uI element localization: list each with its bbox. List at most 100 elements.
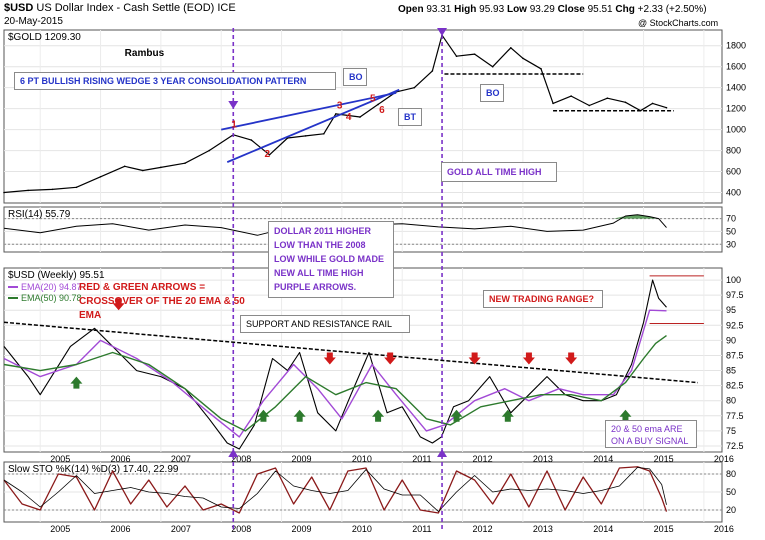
- sto-d-line: [3, 466, 667, 512]
- gold-data-point: [268, 153, 271, 156]
- support-resistance-rail: [3, 321, 698, 384]
- gold-data-point: [51, 188, 54, 191]
- gold-data-point: [335, 113, 337, 115]
- gold-data-point: [510, 47, 512, 49]
- usd-tick-label: 77.5: [726, 411, 744, 421]
- gold-tick-label: 800: [726, 146, 741, 156]
- low-value: 93.29: [529, 4, 555, 15]
- gold-data-point: [624, 101, 627, 104]
- red-crossover-arrow: [522, 352, 535, 365]
- gold-data-point: [413, 86, 416, 89]
- gold-data-point: [570, 95, 572, 97]
- rsi-panel-title: RSI(14) 55.79: [8, 209, 71, 220]
- sto-xtick-label: 2012: [473, 524, 493, 534]
- gold-data-point: [250, 139, 253, 141]
- header-line1: $USD US Dollar Index - Cash Settle (EOD)…: [4, 2, 236, 14]
- usd-tick-label: 85: [726, 366, 736, 376]
- gold-data-point: [431, 70, 434, 72]
- gold-data-point: [665, 106, 668, 109]
- sto-k-line: [3, 466, 668, 514]
- wedge-point-3: 3: [337, 101, 343, 112]
- chg-value: +2.33 (+2.50%): [637, 4, 707, 15]
- usd-xtick-label: 2016: [714, 454, 734, 464]
- wedge-point-1: 1: [231, 120, 237, 131]
- header-date: 20-May-2015: [4, 16, 63, 27]
- index-name: US Dollar Index - Cash Settle (EOD): [36, 2, 215, 14]
- sto-xtick-label: 2006: [111, 524, 131, 534]
- gold-data-point: [3, 191, 5, 194]
- wedge-lower-line: [226, 88, 400, 163]
- legend-entry-ema20: EMA(20) 94.87: [21, 282, 82, 292]
- author-name: Rambus: [125, 48, 165, 59]
- sto-xtick-label: 2011: [412, 524, 431, 534]
- close-label: Close: [557, 4, 585, 15]
- usd-tick-label: 72.5: [726, 441, 744, 451]
- usd-xtick-label: 2006: [111, 454, 131, 464]
- sto-tick-label: 80: [726, 469, 736, 479]
- usd-xtick-label: 2010: [352, 454, 372, 464]
- purple-arrow-top-2: [437, 28, 448, 36]
- sto-xtick-label: 2010: [352, 524, 372, 534]
- gold-data-point: [491, 65, 494, 68]
- sto-panel-title: Slow STO %K(14) %D(3) 17.40, 22.99: [8, 464, 179, 475]
- green-crossover-arrow: [501, 409, 514, 422]
- usd-xtick-label: 2013: [533, 454, 553, 464]
- gold-data-point: [540, 67, 542, 70]
- header-ohlc: Open 93.31 High 95.93 Low 93.29 Close 95…: [398, 4, 707, 15]
- green-crossover-arrow: [70, 376, 83, 389]
- gold-panel-title: $GOLD 1209.30: [8, 32, 81, 43]
- purple-arrow-bottom-1: [228, 449, 239, 457]
- green-crossover-arrow: [619, 409, 632, 422]
- support-rail-label: SUPPORT AND RESISTANCE RAIL: [240, 315, 410, 333]
- rsi-tick-label: 30: [726, 239, 736, 249]
- usd-xtick-label: 2007: [171, 454, 191, 464]
- purple-arrow-bottom-2: [437, 449, 448, 457]
- bo-label-2: BO: [480, 84, 504, 102]
- red-crossover-arrow: [565, 352, 578, 365]
- symbol: $USD: [4, 2, 34, 14]
- gold-data-point: [184, 162, 186, 164]
- usd-series-ema50: [3, 335, 667, 432]
- red-crossover-arrow: [468, 352, 481, 365]
- usd-tick-label: 75: [726, 426, 736, 436]
- gold-data-point: [123, 165, 126, 168]
- sto-xtick-label: 2005: [50, 524, 70, 534]
- gold-data-point: [27, 189, 29, 192]
- sto-xtick-label: 2007: [171, 524, 191, 534]
- open-label: Open: [398, 4, 424, 15]
- open-value: 93.31: [426, 4, 452, 15]
- wedge-upper-line: [221, 92, 397, 131]
- chg-label: Chg: [615, 4, 635, 15]
- low-label: Low: [506, 4, 527, 15]
- gold-tick-label: 1800: [726, 41, 746, 51]
- wedge-point-2: 2: [264, 149, 270, 160]
- buy-signal-label: 20 & 50 ema ARE ON A BUY SIGNAL: [605, 420, 697, 448]
- gold-data-point: [141, 169, 144, 172]
- gold-data-point: [606, 97, 609, 99]
- gold-data-point: [473, 53, 476, 55]
- usd-xtick-label: 2011: [412, 454, 431, 464]
- wedge-point-6: 6: [379, 105, 385, 116]
- trading-range-label: NEW TRADING RANGE?: [483, 290, 603, 308]
- close-value: 95.51: [587, 4, 613, 15]
- gold-data-point: [208, 149, 210, 152]
- usd-tick-label: 92.5: [726, 320, 744, 330]
- gold-data-point: [304, 135, 307, 137]
- red-crossover-arrow: [323, 352, 336, 365]
- gold-tick-label: 600: [726, 167, 741, 177]
- usd-tick-label: 87.5: [726, 350, 744, 360]
- gold-panel-frame: [3, 29, 723, 204]
- purple-arrow-top-1: [228, 101, 239, 109]
- gold-data-point: [322, 133, 325, 135]
- usd-xtick-label: 2005: [50, 454, 70, 464]
- rsi-line: [3, 214, 667, 236]
- sto-xtick-label: 2015: [654, 524, 674, 534]
- usd-series-price: [3, 279, 667, 450]
- dollar-box: DOLLAR 2011 HIGHER LOW THAN THE 2008 LOW…: [268, 221, 394, 298]
- exchange: ICE: [217, 2, 236, 14]
- bt-label: BT: [398, 108, 422, 126]
- usd-series-ema20: [3, 309, 667, 438]
- gold-tick-label: 1000: [726, 125, 746, 135]
- gold-data-point: [359, 116, 361, 118]
